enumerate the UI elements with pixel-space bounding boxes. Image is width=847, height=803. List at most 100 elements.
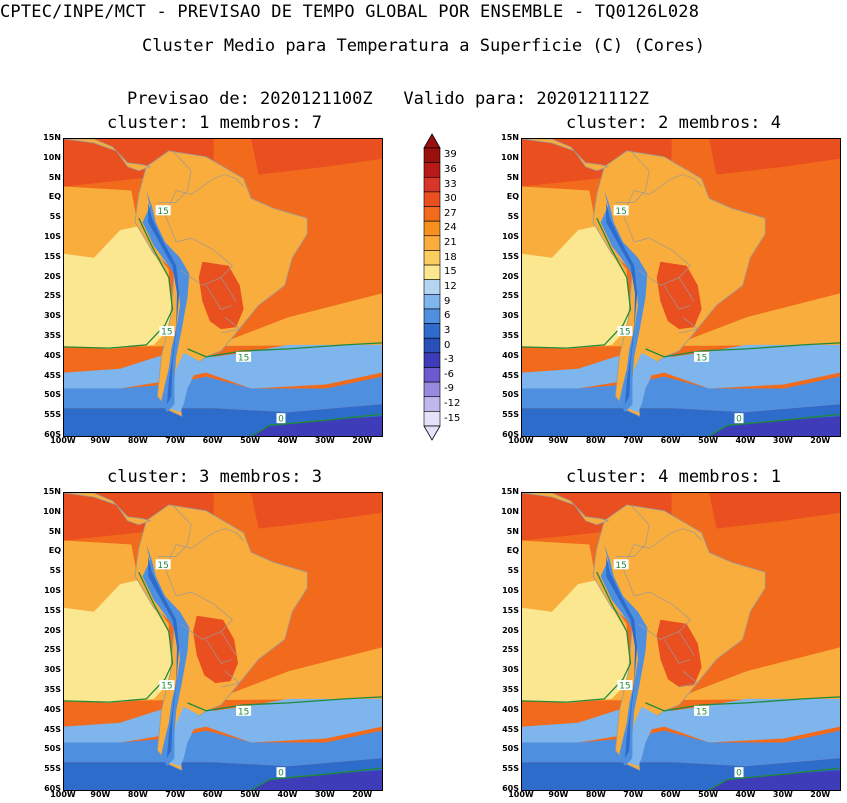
lat-tick-label: 5S <box>49 212 61 222</box>
colorbar-swatch <box>423 264 441 280</box>
map-panel-cluster-4: 15 15 15 0 <box>521 492 841 791</box>
map-panel-cluster-3: 15 15 15 0 <box>63 492 383 791</box>
panel-title-3: cluster: 3 membros: 3 <box>107 467 322 487</box>
colorbar-swatch <box>423 147 441 163</box>
temperature-map-4: 15 15 15 0 <box>522 493 840 790</box>
lon-tick-label: 70W <box>165 790 186 799</box>
lat-tick-label: 45S <box>44 370 61 380</box>
colorbar-swatch <box>423 206 441 222</box>
lon-tick-label: 60W <box>660 436 681 445</box>
panel-title-2: cluster: 2 membros: 4 <box>566 113 781 133</box>
lon-tick-label: 90W <box>548 790 569 799</box>
lat-tick-label: 15N <box>501 133 519 142</box>
colorbar-label: 0 <box>444 339 451 351</box>
map-panel-cluster-1: 15 15 15 0 <box>63 138 383 437</box>
colorbar-label: 3 <box>444 324 451 336</box>
lon-tick-label: 90W <box>90 436 111 445</box>
valid-label: Valido para: 2020121112Z <box>403 89 649 109</box>
lon-tick-label: 70W <box>623 436 644 445</box>
lon-tick-label: 30W <box>314 790 335 799</box>
lat-tick-label: 45S <box>502 370 519 380</box>
lon-tick-label: 50W <box>240 790 261 799</box>
lon-tick-label: 50W <box>240 436 261 445</box>
lon-tick-label: 80W <box>585 436 606 445</box>
contour-label: 15 <box>238 707 249 717</box>
lat-tick-label: 20S <box>44 625 61 635</box>
lat-tick-label: EQ <box>506 192 519 202</box>
colorbar-swatch <box>423 367 441 383</box>
lat-tick-label: 50S <box>502 390 519 400</box>
colorbar-swatch <box>423 250 441 266</box>
lat-tick-label: 15N <box>501 487 519 496</box>
colorbar-label: -12 <box>444 398 461 410</box>
contour-label: 15 <box>615 207 626 217</box>
colorbar-label: 39 <box>444 149 457 161</box>
colorbar-label: 15 <box>444 266 457 278</box>
lat-tick-label: 5S <box>49 566 61 576</box>
colorbar-swatch <box>423 176 441 193</box>
lon-tick-label: 100W <box>508 790 534 799</box>
lat-tick-label: 10S <box>502 232 519 241</box>
lat-tick-label: 40S <box>502 704 519 714</box>
lon-tick-label: 30W <box>772 436 793 445</box>
colorbar-swatch <box>423 294 441 310</box>
lon-tick-label: 100W <box>50 790 76 799</box>
lon-tick-label: 50W <box>698 436 719 445</box>
map-panel-cluster-2: 15 15 15 0 <box>521 138 841 437</box>
lat-tick-label: 35S <box>502 331 519 340</box>
sub-title: Cluster Medio para Temperatura a Superfi… <box>142 36 705 56</box>
temperature-map-2: 15 15 15 0 <box>522 139 840 436</box>
lat-tick-label: 35S <box>502 685 519 694</box>
colorbar-swatch <box>423 381 441 398</box>
contour-label: 0 <box>736 415 742 425</box>
lat-tick-label: 25S <box>502 645 519 655</box>
lon-tick-label: 90W <box>90 790 111 799</box>
lat-tick-label: 40S <box>44 350 61 360</box>
lon-tick-label: 70W <box>165 436 186 445</box>
lat-tick-label: 15S <box>44 605 61 615</box>
contour-label: 0 <box>278 415 284 425</box>
temperature-map-1: 15 15 15 0 <box>64 139 382 436</box>
lat-tick-label: 5N <box>48 526 61 536</box>
lat-tick-label: 30S <box>44 665 61 675</box>
lon-tick-label: 100W <box>508 436 534 445</box>
colorbar: 39 36 33 30 27 24 21 18 15 12 9 6 3 0 -3 -6 -9 -12 -15 <box>422 133 482 443</box>
forecast-label: Previsao de: 2020121100Z <box>127 89 373 109</box>
colorbar-label: -6 <box>444 368 454 380</box>
colorbar-label: 33 <box>444 178 457 190</box>
contour-label: 15 <box>157 207 168 217</box>
lon-tick-label: 60W <box>202 790 223 799</box>
lat-tick-label: 30S <box>502 665 519 675</box>
colorbar-label: 24 <box>444 222 457 234</box>
lat-tick-label: 60S <box>502 430 519 439</box>
colorbar-swatch <box>423 308 441 324</box>
lat-tick-label: 60S <box>44 784 61 793</box>
lat-tick-label: 10S <box>44 586 61 595</box>
colorbar-swatch <box>423 323 441 339</box>
lat-tick-label: 10N <box>501 506 519 516</box>
lon-tick-label: 60W <box>202 436 223 445</box>
lon-tick-label: 40W <box>735 790 756 799</box>
colorbar-label: 18 <box>444 251 457 263</box>
colorbar-swatch <box>423 279 441 295</box>
lat-tick-label: 30S <box>502 311 519 321</box>
lon-tick-label: 20W <box>352 436 373 445</box>
colorbar-swatch <box>423 411 441 427</box>
lat-tick-label: 25S <box>44 645 61 655</box>
lat-tick-label: 40S <box>44 704 61 714</box>
lat-tick-label: 15N <box>43 133 61 142</box>
lon-tick-label: 40W <box>277 436 298 445</box>
contour-label: 15 <box>619 328 630 338</box>
colorbar-label: 21 <box>444 237 457 249</box>
lat-tick-label: 15S <box>44 251 61 261</box>
lon-tick-label: 70W <box>623 790 644 799</box>
lon-tick-label: 80W <box>127 790 148 799</box>
colorbar-label: 6 <box>444 310 451 322</box>
contour-label: 15 <box>157 561 168 571</box>
lat-tick-label: 10N <box>43 506 61 516</box>
lon-tick-label: 80W <box>585 790 606 799</box>
lon-tick-label: 80W <box>127 436 148 445</box>
lat-tick-label: 30S <box>44 311 61 321</box>
temperature-map-3: 15 15 15 0 <box>64 493 382 790</box>
colorbar-label: 36 <box>444 163 457 175</box>
